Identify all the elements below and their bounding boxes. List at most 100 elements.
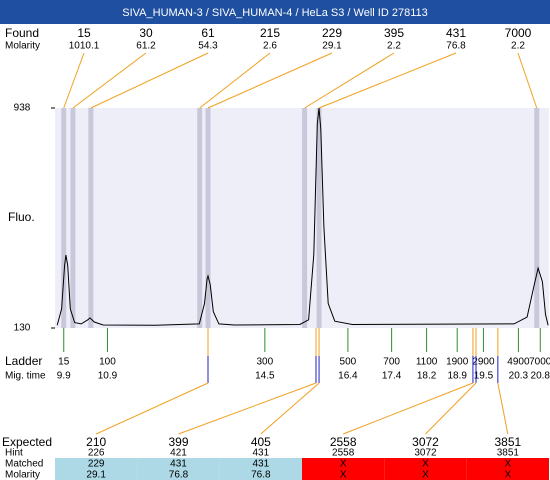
found-size: 30 [139, 26, 153, 40]
hint: 431 [252, 448, 269, 459]
ladder-size: 300 [256, 357, 273, 368]
ladder-size: 2900 [472, 357, 495, 368]
expected-size: 3072 [412, 435, 439, 449]
found-guide [90, 52, 209, 109]
expected-size: 210 [86, 435, 106, 449]
ladder-time: 20.8 [531, 371, 550, 382]
matched-molarity: X [422, 470, 429, 480]
y-tick-label: 938 [14, 103, 31, 114]
hint: 3851 [497, 448, 520, 459]
matched-molarity: X [340, 470, 347, 480]
molarity-label: Molarity [5, 41, 40, 52]
ladder-time: 20.3 [509, 371, 529, 382]
found-size: 15 [77, 26, 91, 40]
found-size: 215 [260, 26, 280, 40]
ladder-size: 1900 [446, 357, 469, 368]
expected-guide [260, 382, 320, 435]
y-axis-label: Fluo. [8, 210, 35, 224]
expected-guide [497, 382, 509, 435]
ladder-time: 17.4 [382, 371, 402, 382]
ladder-size: 500 [340, 357, 357, 368]
expected-size: 3851 [494, 435, 521, 449]
matched-molarity: 29.1 [86, 470, 106, 480]
matched-label: Matched [5, 459, 43, 470]
expected-guide [95, 382, 209, 435]
hint: 2558 [332, 448, 355, 459]
found-molarity: 61.2 [136, 41, 156, 52]
match-cell [137, 458, 220, 480]
hint: 421 [170, 448, 187, 459]
found-molarity: 29.1 [322, 41, 342, 52]
found-band [70, 108, 76, 328]
match-cell [55, 458, 138, 480]
hint: 226 [88, 448, 105, 459]
matched: X [340, 459, 347, 470]
ladder-size: 15 [58, 357, 70, 368]
found-band [197, 108, 203, 328]
ladder-size: 100 [99, 357, 116, 368]
ladder-time: 19.5 [474, 371, 494, 382]
found-guide [517, 52, 538, 109]
ladder-label: Ladder [5, 354, 42, 368]
found-band [302, 108, 308, 328]
expected-guide [178, 382, 317, 435]
found-guide [72, 52, 147, 109]
found-molarity: 2.2 [387, 41, 401, 52]
match-cell [466, 458, 549, 480]
found-size: 7000 [505, 26, 532, 40]
trace [56, 107, 549, 326]
ladder-time: 18.9 [447, 371, 467, 382]
matched-molarity: 76.8 [251, 470, 271, 480]
ladder-size: 4900 [507, 357, 530, 368]
hint: 3072 [414, 448, 437, 459]
expected-label: Expected [2, 435, 52, 449]
matched: 431 [170, 459, 187, 470]
found-guide [304, 52, 395, 109]
found-size: 395 [384, 26, 404, 40]
expected-size: 2558 [330, 435, 357, 449]
plot-area [55, 108, 549, 328]
title-bar [0, 0, 550, 24]
found-guide [199, 52, 271, 109]
match-cell [302, 458, 385, 480]
matched: 431 [252, 459, 269, 470]
found-guide [207, 52, 333, 109]
found-size: 61 [201, 26, 215, 40]
expected-guide [342, 382, 474, 435]
found-band [88, 108, 94, 328]
expected-guide [425, 382, 477, 435]
y-tick-label: 130 [14, 323, 31, 334]
found-guide [63, 52, 85, 109]
found-band [205, 108, 211, 328]
found-label: Found [5, 26, 39, 40]
match-cell [384, 458, 467, 480]
expected-size: 399 [168, 435, 188, 449]
found-size: 229 [322, 26, 342, 40]
ladder-time: 10.9 [98, 371, 118, 382]
matched: X [422, 459, 429, 470]
found-band [534, 108, 540, 328]
chart-title: SIVA_HUMAN-3 / SIVA_HUMAN-4 / HeLa S3 / … [122, 7, 427, 19]
found-molarity: 76.8 [446, 41, 466, 52]
found-guide [318, 52, 457, 109]
found-band [61, 108, 67, 328]
ladder-time: 16.4 [338, 371, 358, 382]
ladder-size: 700 [383, 357, 400, 368]
ladder-size: 1100 [416, 357, 438, 368]
found-molarity: 2.2 [511, 41, 525, 52]
ladder-time: 14.5 [255, 371, 275, 382]
matched-molarity: 76.8 [169, 470, 189, 480]
matched: X [504, 459, 511, 470]
expected-size: 405 [251, 435, 271, 449]
hint-label: Hint [5, 448, 23, 459]
found-molarity: 2.6 [263, 41, 277, 52]
molarity-label: Molarity [5, 470, 40, 480]
matched: 229 [88, 459, 105, 470]
ladder-size: 7000 [529, 357, 550, 368]
mig-time-label: Mig. time [5, 371, 46, 382]
ladder-time: 9.9 [57, 371, 71, 382]
found-band [316, 108, 322, 328]
found-size: 431 [446, 26, 466, 40]
match-cell [219, 458, 302, 480]
